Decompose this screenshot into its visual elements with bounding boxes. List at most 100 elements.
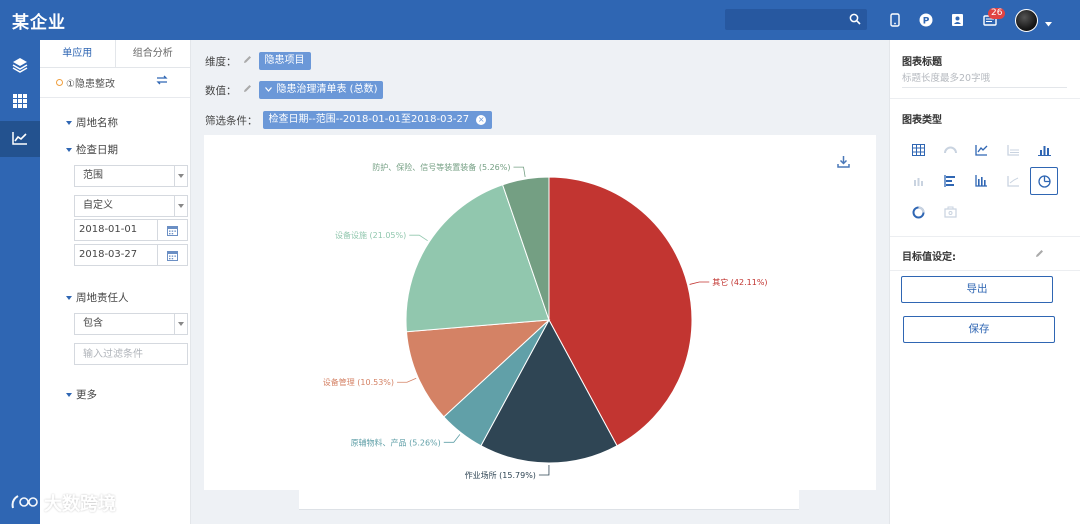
pie-slice[interactable]: [405, 319, 551, 418]
area-chart-icon[interactable]: [999, 136, 1027, 164]
chevron-down-icon: [174, 196, 187, 216]
value-chip[interactable]: 隐患治理清单表 (总数): [258, 81, 384, 99]
scatter-chart-icon[interactable]: [999, 167, 1027, 195]
swap-icon[interactable]: [156, 75, 168, 88]
range-select[interactable]: 范围: [74, 165, 188, 187]
search-icon[interactable]: [849, 13, 861, 28]
pie-slice[interactable]: [548, 176, 693, 447]
pie-slice[interactable]: [405, 184, 550, 333]
pie-slice[interactable]: [501, 176, 550, 321]
pie-label-line: [513, 166, 526, 178]
pie-slice-label: 设备管理 (10.53%): [323, 377, 394, 387]
analysis-tabs: 单应用 组合分析: [40, 40, 190, 68]
watermark-logo-icon: [10, 492, 40, 515]
dimension-chip-label: 隐患项目: [264, 55, 305, 66]
divider: [890, 236, 1080, 237]
contacts-icon[interactable]: [948, 11, 966, 29]
pencil-icon[interactable]: [243, 55, 252, 67]
dimension-row: 维度： 隐患项目: [205, 52, 311, 70]
range-select-value: 范围: [83, 170, 103, 181]
rail-item-layers[interactable]: [0, 48, 40, 84]
pie-chart-icon[interactable]: [1030, 167, 1058, 195]
download-icon[interactable]: [837, 155, 850, 171]
close-icon[interactable]: ×: [476, 115, 487, 125]
pie-label-line: [689, 281, 710, 285]
map-chart-icon[interactable]: [936, 198, 964, 226]
chevron-down-icon: [264, 81, 272, 99]
properties-panel: 图表标题 图表类型: [889, 40, 1080, 524]
gauge-chart-icon[interactable]: [936, 136, 964, 164]
filter-chip[interactable]: 检查日期--范围--2018-01-01至2018-03-27 ×: [262, 111, 493, 129]
divider: [890, 270, 1080, 271]
pie-label-line: [538, 464, 550, 476]
pencil-icon[interactable]: [243, 84, 252, 96]
tab-single-app[interactable]: 单应用: [40, 40, 116, 67]
rail-item-analysis[interactable]: [0, 121, 40, 157]
dataset-name: ①隐患整改: [66, 79, 115, 90]
chevron-down-icon[interactable]: [1045, 17, 1052, 30]
card-footer: [299, 490, 799, 510]
more-label: 更多: [76, 389, 97, 401]
caret-down-icon: [66, 120, 72, 125]
watermark: 大数跨境: [10, 490, 116, 516]
bar-chart-icon[interactable]: [1030, 136, 1058, 164]
date-to-value: 2018-03-27: [79, 249, 138, 260]
export-button[interactable]: 导出: [901, 276, 1053, 303]
calendar-icon[interactable]: [157, 245, 187, 265]
rail-item-grid[interactable]: [0, 84, 40, 120]
filter-condition-input[interactable]: [74, 343, 188, 365]
field-site-name[interactable]: 周地名称: [66, 115, 118, 130]
contains-select-value: 包含: [83, 318, 103, 329]
calendar-icon[interactable]: [157, 220, 187, 240]
custom-select[interactable]: 自定义: [74, 195, 188, 217]
pie-chart: 其它 (42.11%) 作业场所 (15.79%) 原辅物料、产品 (5.26%) 设…: [323, 162, 768, 480]
pie-label-line: [409, 234, 428, 241]
column-chart-icon[interactable]: [967, 167, 995, 195]
stacked-bar-icon[interactable]: [904, 167, 932, 195]
mobile-icon[interactable]: [886, 11, 904, 29]
pie-slice-label: 其它 (42.11%): [712, 277, 767, 287]
ring-chart-icon[interactable]: [904, 198, 932, 226]
help-icon[interactable]: P: [917, 11, 935, 29]
chart-workspace: 维度： 隐患项目 数值： 隐患治理清单表 (总数) 筛选条件： 检查日期--范围…: [191, 40, 889, 524]
brand-title: 某企业: [12, 12, 66, 33]
pie-slice-label: 设备设施 (21.05%): [335, 230, 406, 240]
pie-slice[interactable]: [480, 318, 618, 464]
value-label: 数值：: [205, 84, 237, 97]
dataset-selector[interactable]: ①隐患整改: [56, 75, 115, 90]
line-chart-icon[interactable]: [967, 136, 995, 164]
dimension-chip[interactable]: 隐患项目: [258, 52, 311, 70]
field-check-date[interactable]: 检查日期: [66, 142, 118, 157]
divider: [40, 97, 190, 98]
date-from-value: 2018-01-01: [79, 224, 138, 235]
messages-icon[interactable]: 26: [981, 8, 1006, 29]
left-rail: [0, 40, 40, 524]
chevron-down-icon: [174, 314, 187, 334]
horizontal-bar-icon[interactable]: [936, 167, 964, 195]
watermark-text: 大数跨境: [44, 494, 116, 515]
chart-card: 其它 (42.11%) 作业场所 (15.79%) 原辅物料、产品 (5.26%) 设…: [204, 135, 876, 490]
caret-down-icon: [66, 147, 72, 152]
table-chart-icon[interactable]: [904, 136, 932, 164]
date-to-field[interactable]: 2018-03-27: [74, 244, 188, 266]
pie-label-line: [397, 377, 417, 383]
search-input[interactable]: [725, 9, 867, 30]
svg-text:P: P: [923, 17, 930, 27]
field-site-owner[interactable]: 周地责任人: [66, 290, 129, 305]
divider: [890, 98, 1080, 99]
contains-select[interactable]: 包含: [74, 313, 188, 335]
pie-slice-label: 防护、保险、信号等装置装备 (5.26%): [372, 162, 510, 172]
date-from-field[interactable]: 2018-01-01: [74, 219, 188, 241]
pie-slice-label: 作业场所 (15.79%): [465, 470, 536, 480]
line-chart-icon: [12, 131, 28, 148]
filter-chip-label: 检查日期--范围--2018-01-01至2018-03-27: [268, 114, 470, 125]
more-toggle[interactable]: 更多: [66, 387, 97, 402]
tab-combined-analysis[interactable]: 组合分析: [132, 48, 173, 59]
chart-title-label: 图表标题: [902, 57, 942, 68]
avatar[interactable]: [1015, 9, 1038, 32]
chart-title-input[interactable]: [902, 70, 1067, 88]
caret-down-icon: [66, 295, 72, 300]
value-row: 数值： 隐患治理清单表 (总数): [205, 81, 384, 99]
pencil-icon[interactable]: [1035, 248, 1044, 261]
save-button[interactable]: 保存: [903, 316, 1055, 343]
